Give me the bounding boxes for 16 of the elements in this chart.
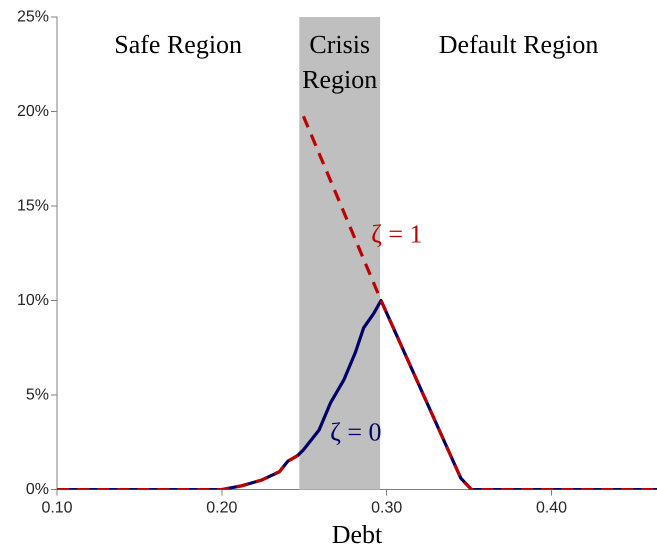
y-tick-label: 10% <box>16 292 49 309</box>
x-tick-label: 0.20 <box>206 500 238 517</box>
y-tick-label: 5% <box>26 386 49 404</box>
y-tick-label: 20% <box>16 102 49 120</box>
annotation: Default Region <box>438 30 598 59</box>
x-tick-label: 0.30 <box>371 500 402 517</box>
annotation: Safe Region <box>114 30 242 59</box>
y-tick-label: 15% <box>16 197 49 214</box>
x-axis-title: Debt <box>332 520 384 550</box>
series-label: ζ = 0 <box>330 418 382 447</box>
x-tick-label: 0.10 <box>41 500 73 517</box>
series-label: ζ = 1 <box>371 220 423 249</box>
y-tick-label: 25% <box>16 8 49 26</box>
y-tick-label: 0% <box>26 481 49 498</box>
band-label: Crisis Region <box>302 30 378 94</box>
x-tick-label: 0.40 <box>536 500 568 517</box>
